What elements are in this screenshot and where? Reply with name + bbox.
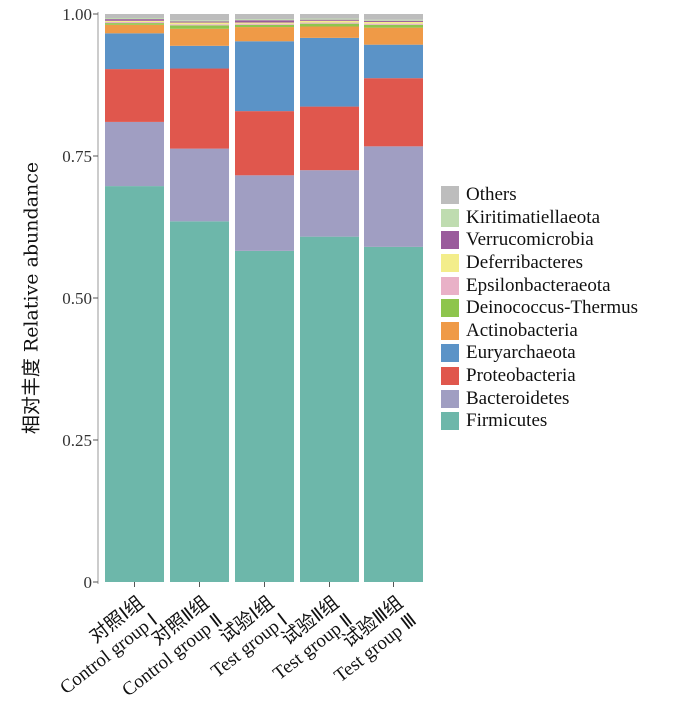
bar-segment	[105, 14, 164, 18]
legend-label: Firmicutes	[466, 410, 548, 432]
bar-segment	[170, 24, 229, 26]
bar-segment	[364, 146, 423, 247]
bar-segment	[105, 186, 164, 582]
bar-segment	[170, 148, 229, 222]
bar-segment	[170, 21, 229, 23]
y-tick-label: 1.00	[62, 5, 92, 24]
bar-segment	[364, 27, 423, 45]
legend-label: Euryarchaeota	[466, 342, 576, 364]
bar-segment	[235, 19, 294, 21]
legend-swatch	[440, 253, 460, 274]
bar-segment	[105, 17, 164, 20]
bar-segment	[105, 20, 164, 22]
bar-segment	[105, 33, 164, 70]
bar-segment	[300, 20, 359, 23]
bar-segment	[105, 24, 164, 34]
bar-segment	[364, 23, 423, 25]
bar-segment	[235, 175, 294, 251]
bar-segment	[235, 20, 294, 23]
legend-label: Actinobacteria	[466, 319, 578, 341]
legend-label: Deferribacteres	[466, 252, 584, 274]
bar-segment	[364, 24, 423, 28]
bar-segment	[300, 170, 359, 237]
bar-segment	[364, 246, 423, 582]
legend-label: Kiritimatiellaeota	[466, 206, 601, 228]
bar-segment	[364, 14, 423, 20]
legend-item: Verrucomicrobia	[440, 229, 638, 252]
bar-segment	[300, 23, 359, 27]
bar-segment	[300, 14, 359, 19]
bar-segment	[364, 19, 423, 21]
plot-area	[105, 14, 423, 582]
bar-segment	[235, 250, 294, 582]
bar-segment	[105, 23, 164, 25]
bar-segment	[235, 27, 294, 42]
legend-label: Proteobacteria	[466, 365, 576, 387]
y-tick-label: 0.75	[62, 147, 92, 166]
legend: Others Kiritimatiellaeota Verrucomicrobia D…	[440, 184, 638, 433]
bar-segment	[105, 121, 164, 187]
bar-segment	[235, 111, 294, 176]
bar-segment	[170, 20, 229, 22]
bar-segment	[364, 78, 423, 147]
legend-label: Bacteroidetes	[466, 387, 570, 409]
bar-segment	[170, 14, 229, 21]
bar-segment	[364, 20, 423, 22]
y-tick-label: 0	[84, 573, 93, 592]
legend-swatch	[440, 185, 460, 206]
legend-swatch	[440, 207, 460, 228]
legend-item: Firmicutes	[440, 410, 638, 433]
bar-segment	[300, 18, 359, 20]
bar-segment	[300, 26, 359, 38]
legend-label: Verrucomicrobia	[466, 229, 594, 251]
y-tick-label: 0.25	[62, 431, 92, 450]
legend-swatch	[440, 366, 460, 387]
legend-item: Bacteroidetes	[440, 387, 638, 410]
legend-item: Deferribacteres	[440, 252, 638, 275]
legend-label: Others	[466, 184, 517, 206]
bar-segment	[364, 44, 423, 79]
legend-item: Epsilonbacteraeota	[440, 274, 638, 297]
legend-item: Actinobacteria	[440, 320, 638, 343]
bar-segment	[170, 25, 229, 29]
legend-item: Proteobacteria	[440, 365, 638, 388]
legend-swatch	[440, 230, 460, 251]
bar-segment	[300, 37, 359, 107]
legend-swatch	[440, 320, 460, 341]
legend-label: Epsilonbacteraeota	[466, 274, 611, 296]
bar-segment	[105, 69, 164, 122]
legend-swatch	[440, 343, 460, 364]
y-axis: 0 0.25 0.50 0.75 1.00	[62, 5, 99, 592]
bar-segment	[170, 221, 229, 582]
bar-segment	[300, 19, 359, 21]
bar-segment	[235, 41, 294, 112]
bar-segment	[300, 22, 359, 24]
legend-swatch	[440, 411, 460, 432]
y-tick-label: 0.50	[62, 289, 92, 308]
legend-swatch	[440, 275, 460, 296]
bar-segment	[364, 21, 423, 24]
legend-item: Others	[440, 184, 638, 207]
bar-segment	[235, 23, 294, 25]
legend-item: Kiritimatiellaeota	[440, 207, 638, 230]
y-axis-label: 相对丰度 Relative abundance	[20, 161, 43, 435]
legend-swatch	[440, 388, 460, 409]
legend-item: Euryarchaeota	[440, 342, 638, 365]
legend-swatch	[440, 298, 460, 319]
bar-segment	[170, 28, 229, 46]
bar-segment	[170, 22, 229, 25]
bar-segment	[170, 68, 229, 149]
bar-segment	[235, 14, 294, 20]
bar-segment	[235, 22, 294, 24]
legend-item: Deinococcus-Thermus	[440, 297, 638, 320]
bar-segment	[170, 45, 229, 69]
bar-segment	[105, 19, 164, 21]
bar-segment	[105, 21, 164, 24]
bar-segment	[300, 236, 359, 582]
bar-segment	[300, 106, 359, 171]
legend-label: Deinococcus-Thermus	[466, 297, 638, 319]
bar-segment	[235, 24, 294, 28]
